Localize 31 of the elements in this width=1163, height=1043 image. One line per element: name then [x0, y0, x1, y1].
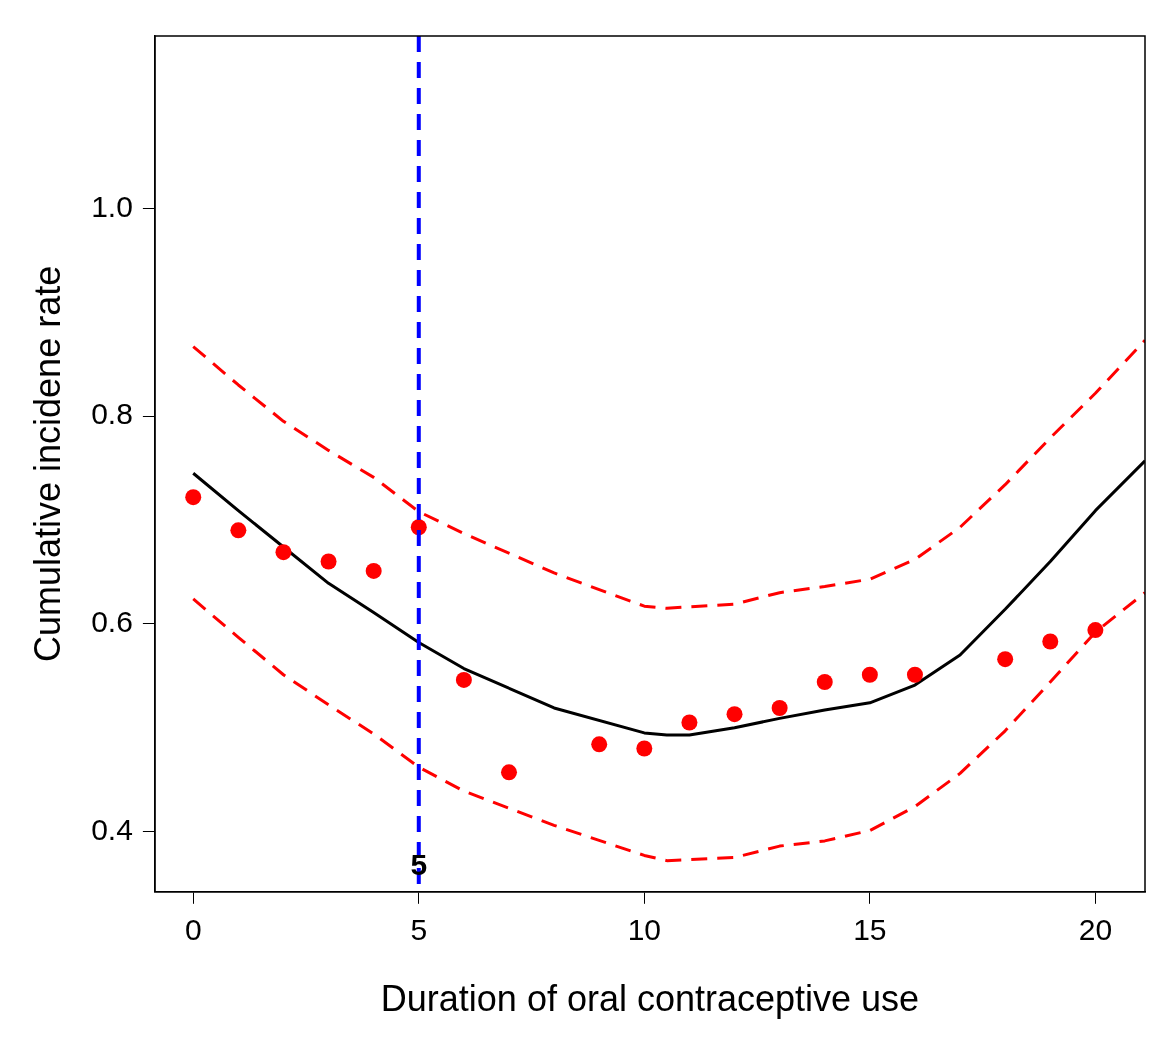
- ref-line-label: 5: [410, 848, 428, 882]
- y-axis-title: Cumulative incidene rate: [26, 265, 68, 663]
- point: [861, 666, 878, 683]
- point: [455, 671, 472, 688]
- point: [500, 764, 517, 781]
- x-tick-label: 0: [184, 913, 202, 947]
- point: [320, 553, 337, 570]
- point: [365, 562, 382, 579]
- point: [816, 674, 833, 690]
- point: [1087, 622, 1104, 639]
- x-axis-title: Duration of oral contraceptive use: [380, 978, 920, 1020]
- point: [1042, 633, 1059, 650]
- x-tick-label: 10: [627, 913, 661, 947]
- y-tick-label: 0.8: [91, 397, 133, 431]
- point: [726, 706, 743, 723]
- x-tick-label: 5: [410, 913, 428, 947]
- x-tick-label: 15: [853, 913, 887, 947]
- y-tick-label: 1.0: [91, 189, 133, 223]
- line-series: [191, 338, 1145, 610]
- point: [681, 714, 698, 731]
- point: [591, 736, 608, 753]
- point: [771, 699, 788, 716]
- point: [185, 489, 202, 506]
- y-tick-label: 0.4: [91, 812, 133, 846]
- point: [997, 651, 1014, 668]
- y-tick-label: 0.6: [91, 605, 133, 639]
- point: [906, 666, 923, 683]
- point: [636, 740, 653, 757]
- point: [230, 522, 247, 539]
- x-tick-label: 20: [1078, 913, 1113, 947]
- point: [275, 544, 292, 561]
